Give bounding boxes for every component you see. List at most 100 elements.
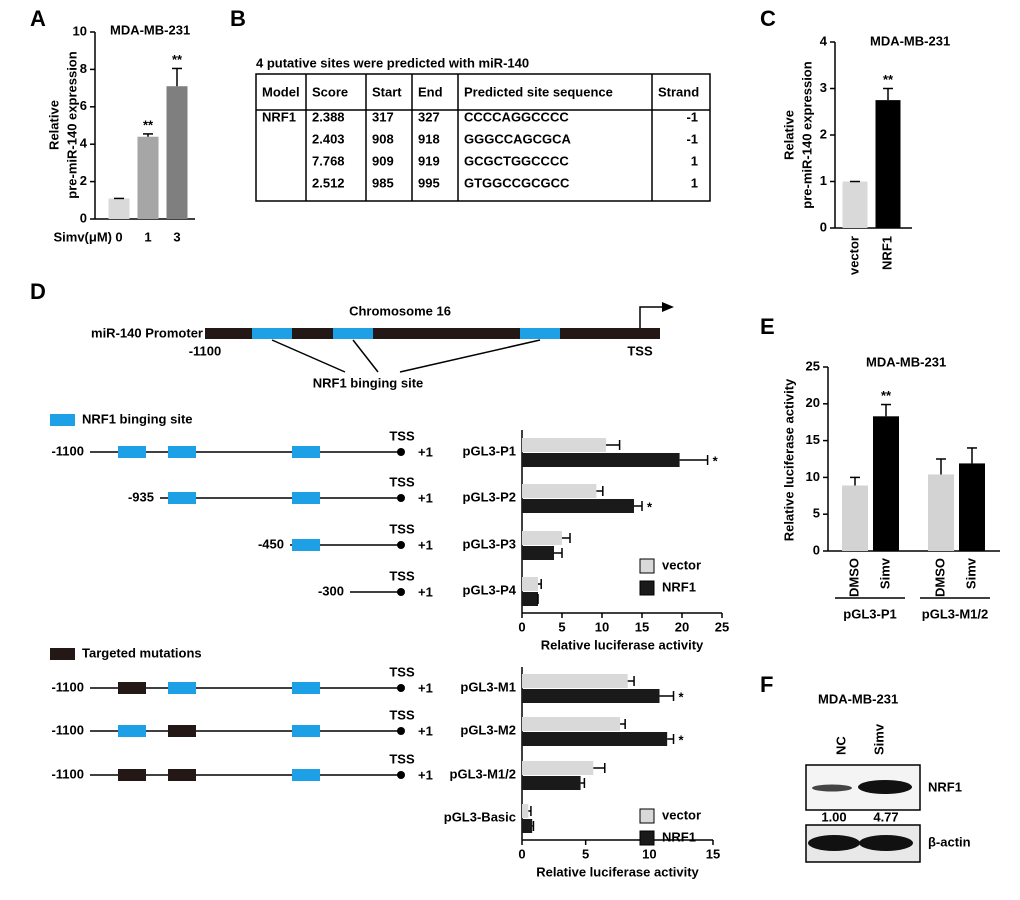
table-cell: 327 [418,109,440,124]
bar [522,674,628,688]
construct-site [168,682,196,694]
y-tick-label: pGL3-M2 [460,722,516,737]
construct-site [168,446,196,458]
promoter-label: miR-140 Promoter [91,325,203,340]
table-header: Model [262,84,300,99]
panel-label: F [760,672,773,697]
y-tick-label: 10 [73,23,87,38]
y-tick-label: 5 [813,506,820,521]
site-pointer [399,339,541,373]
construct-start: -1100 [51,443,84,458]
x-axis-label: Relative luciferase activity [536,864,699,879]
x-tick-label: DMSO [846,558,861,597]
y-tick-label: 2 [820,126,827,141]
y-tick-label: 25 [806,358,820,373]
table-cell: 918 [418,131,440,146]
bar [522,531,562,545]
construct-tss: TSS [389,474,415,489]
table-header: Start [372,84,402,99]
bar [842,485,868,551]
promoter [205,328,660,339]
table-border [255,73,711,202]
legend-label: NRF1 binging site [82,411,193,426]
table-cell: NRF1 [262,109,296,124]
table-cell: 2.388 [312,109,345,124]
x-axis-label: Relative luciferase activity [541,637,704,652]
table-cell: 2.403 [312,131,345,146]
x-tick-label: Simv [877,557,892,589]
blot-title: MDA-MB-231 [818,691,898,706]
y-tick-label: 6 [80,98,87,113]
lane-label: NC [833,736,848,755]
y-axis-label: Relative luciferase activity [781,378,796,541]
table-cell: 7.768 [312,153,345,168]
x-tick-label: 0 [518,619,525,634]
construct-site [292,682,320,694]
table-cell: 1 [691,175,698,190]
panel-label: E [760,314,775,339]
bar [522,776,581,790]
construct-site [292,769,320,781]
tss-arrow [639,306,664,328]
construct-site [168,725,196,737]
tss-dot [397,494,405,502]
binding-site [333,328,373,339]
construct-site [292,539,320,551]
x-axis-label: Simv(μM) [53,229,112,244]
site-pointer [271,339,346,373]
chromosome-label: Chromosome 16 [349,303,451,318]
construct-end: +1 [418,767,433,782]
bar [166,86,188,219]
construct-site [292,446,320,458]
construct-tss: TSS [389,751,415,766]
y-tick-label: pGL3-Basic [444,809,516,824]
y-tick-label: 0 [80,210,87,225]
y-tick-label: pGL3-P2 [463,489,516,504]
bar [522,732,668,746]
x-tick-label: DMSO [932,558,947,597]
table-cell: 909 [372,153,394,168]
bar [522,484,597,498]
x-tick-label: 15 [706,846,720,861]
bar [137,136,159,219]
significance: * [647,499,653,514]
x-tick-label: 15 [635,619,649,634]
construct-site [118,682,146,694]
tss-dot [397,541,405,549]
chart-title: MDA-MB-231 [110,22,190,37]
y-tick-label: 4 [80,136,88,151]
y-tick-label: 1 [820,173,827,188]
y-axis-label: Relative [46,100,61,150]
lane-label: Simv [871,723,886,755]
y-tick-label: pGL3-P4 [463,582,517,597]
construct-tss: TSS [389,428,415,443]
y-tick-label: pGL3-P3 [463,536,516,551]
y-tick-label: 0 [820,219,827,234]
band-label: NRF1 [928,779,962,794]
table-cell: 908 [372,131,394,146]
site-pointer [352,339,379,373]
construct-end: +1 [418,490,433,505]
table-cell: -1 [686,131,698,146]
y-tick-label: 3 [820,80,827,95]
construct-end: +1 [418,680,433,695]
y-tick-label: 4 [820,33,828,48]
x-tick-label: 0 [115,229,122,244]
x-tick-label: 10 [595,619,609,634]
construct-site [168,492,196,504]
table-cell: 995 [418,175,440,190]
bar [842,181,868,228]
legend-label: vector [662,807,701,822]
bar [959,463,985,551]
y-tick-label: 15 [806,432,820,447]
legend-swatch [639,830,655,846]
table-cell: CCCCAGGCCCC [464,109,569,124]
construct-site [118,446,146,458]
bar [522,804,529,818]
panel-label: D [30,279,46,304]
site-label: NRF1 binging site [313,375,424,390]
significance: ** [883,72,894,87]
group-label: pGL3-M1/2 [922,606,988,621]
y-tick-label: 2 [80,173,87,188]
